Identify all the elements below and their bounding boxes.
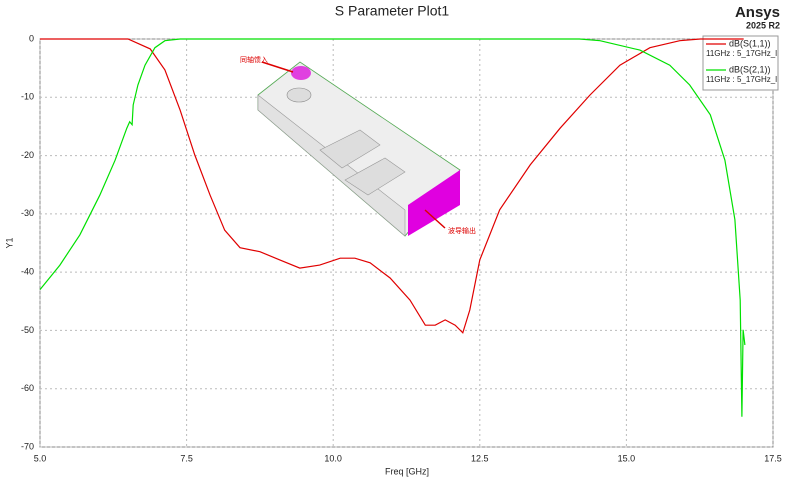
x-tick-label: 15.0 (618, 453, 636, 463)
y-tick-label: -40 (21, 267, 34, 277)
brand: Ansys (735, 4, 780, 21)
legend-label: dB(S(1,1)) (729, 38, 771, 48)
series-line (39, 38, 746, 417)
annotation: 波导输出 (448, 226, 476, 235)
y-tick-label: -50 (21, 325, 34, 335)
plot-frame (39, 38, 774, 448)
x-tick-label: 5.0 (34, 453, 47, 463)
legend-label: dB(S(2,1)) (729, 64, 771, 74)
model-inset (257, 61, 461, 237)
y-tick-label: -20 (21, 150, 34, 160)
x-tick-label: 12.5 (471, 453, 489, 463)
y-tick-label: 0 (29, 33, 34, 43)
annotation: 同轴馈入 (240, 55, 268, 64)
legend-setup: 11GHz : 5_17GHz_l (706, 75, 777, 84)
y-tick-label: -10 (21, 92, 34, 102)
x-tick-label: 10.0 (324, 453, 342, 463)
legend-setup: 11GHz : 5_17GHz_l (706, 49, 777, 58)
legend (702, 35, 779, 91)
y-tick-label: -60 (21, 383, 34, 393)
y-tick-label: -30 (21, 208, 34, 218)
x-axis-label: Freq [GHz] (385, 466, 429, 476)
x-tick-label: 17.5 (764, 453, 782, 463)
series-line (40, 38, 744, 334)
y-tick-label: -70 (21, 441, 34, 451)
x-tick-label: 7.5 (180, 453, 193, 463)
chart-title: S Parameter Plot1 (335, 3, 450, 19)
y-axis-label: Y1 (4, 237, 14, 248)
version: 2025 R2 (746, 20, 780, 30)
